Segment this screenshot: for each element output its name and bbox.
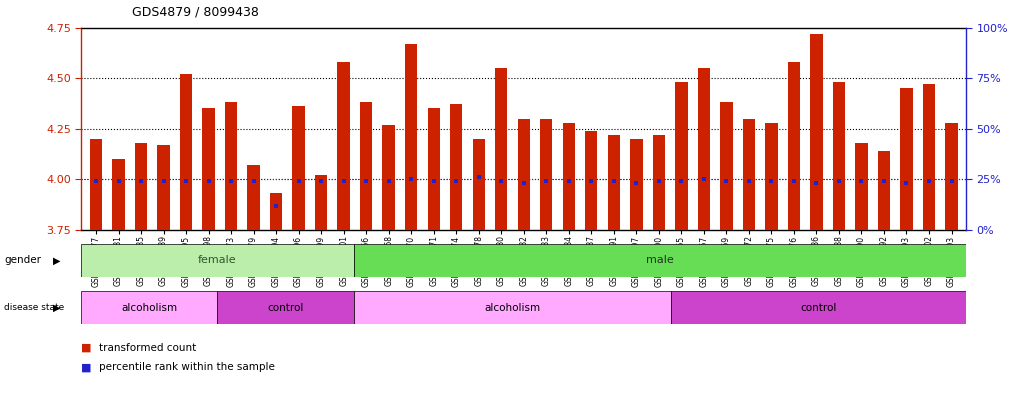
Bar <box>360 103 372 230</box>
Bar <box>675 82 687 230</box>
Bar <box>946 123 958 230</box>
Text: female: female <box>198 255 237 265</box>
Bar <box>562 123 575 230</box>
Bar <box>585 131 598 230</box>
Text: ■: ■ <box>81 343 92 353</box>
Bar <box>450 105 463 230</box>
Bar <box>427 108 440 230</box>
Bar <box>225 103 237 230</box>
Bar <box>878 151 890 230</box>
Bar <box>653 135 665 230</box>
Text: ▶: ▶ <box>53 255 60 265</box>
Bar <box>382 125 395 230</box>
Bar <box>293 107 305 230</box>
Bar <box>218 291 354 324</box>
Bar <box>698 68 710 230</box>
Text: GDS4879 / 8099438: GDS4879 / 8099438 <box>132 6 259 19</box>
Bar <box>135 143 147 230</box>
Text: disease state: disease state <box>4 303 64 312</box>
Bar <box>270 193 283 230</box>
Bar <box>315 175 327 230</box>
Bar <box>540 119 552 230</box>
Text: alcoholism: alcoholism <box>484 303 540 312</box>
Bar <box>354 244 966 277</box>
Bar <box>158 145 170 230</box>
Bar <box>518 119 530 230</box>
Text: ■: ■ <box>81 362 92 373</box>
Text: gender: gender <box>4 255 41 265</box>
Bar <box>742 119 755 230</box>
Text: control: control <box>800 303 837 312</box>
Bar <box>473 139 485 230</box>
Text: transformed count: transformed count <box>99 343 196 353</box>
Text: control: control <box>267 303 304 312</box>
Bar <box>81 291 218 324</box>
Bar <box>247 165 259 230</box>
Bar <box>338 62 350 230</box>
Bar <box>607 135 620 230</box>
Bar <box>855 143 868 230</box>
Bar <box>81 244 354 277</box>
Bar <box>720 103 732 230</box>
Bar <box>495 68 507 230</box>
Bar <box>788 62 800 230</box>
Bar <box>180 74 192 230</box>
Bar <box>202 108 215 230</box>
Bar <box>922 84 936 230</box>
Bar <box>811 33 823 230</box>
Bar <box>671 291 966 324</box>
Bar <box>765 123 778 230</box>
Text: percentile rank within the sample: percentile rank within the sample <box>99 362 275 373</box>
Bar <box>405 44 417 230</box>
Text: ▶: ▶ <box>53 303 60 312</box>
Bar <box>900 88 912 230</box>
Bar <box>112 159 125 230</box>
Text: alcoholism: alcoholism <box>121 303 178 312</box>
Text: male: male <box>646 255 673 265</box>
Bar <box>833 82 845 230</box>
Bar <box>89 139 102 230</box>
Bar <box>631 139 643 230</box>
Bar <box>354 291 671 324</box>
